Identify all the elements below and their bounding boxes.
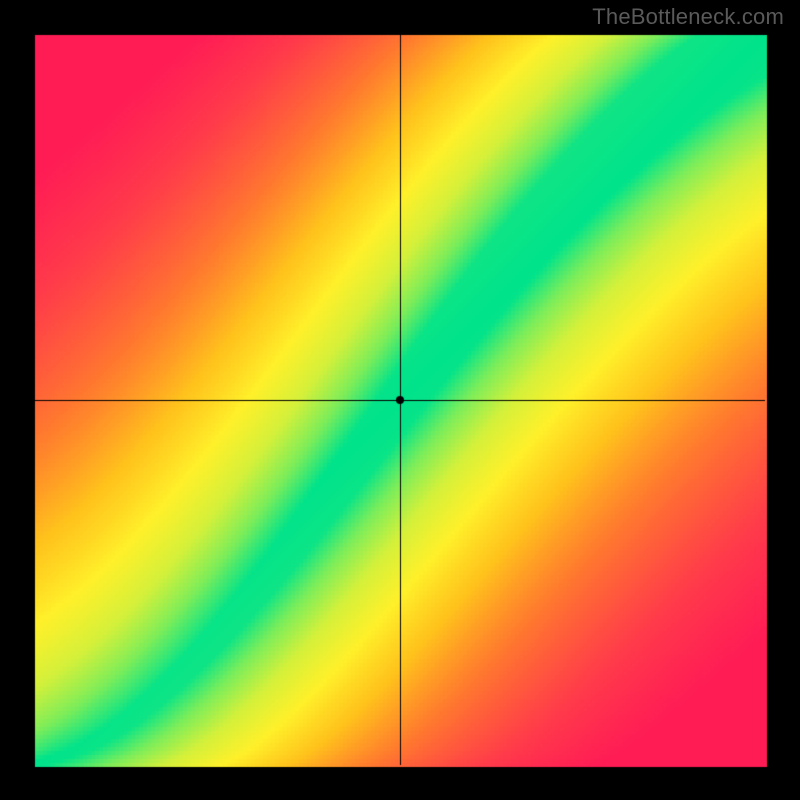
watermark-text: TheBottleneck.com [592,4,784,30]
bottleneck-heatmap [0,0,800,800]
